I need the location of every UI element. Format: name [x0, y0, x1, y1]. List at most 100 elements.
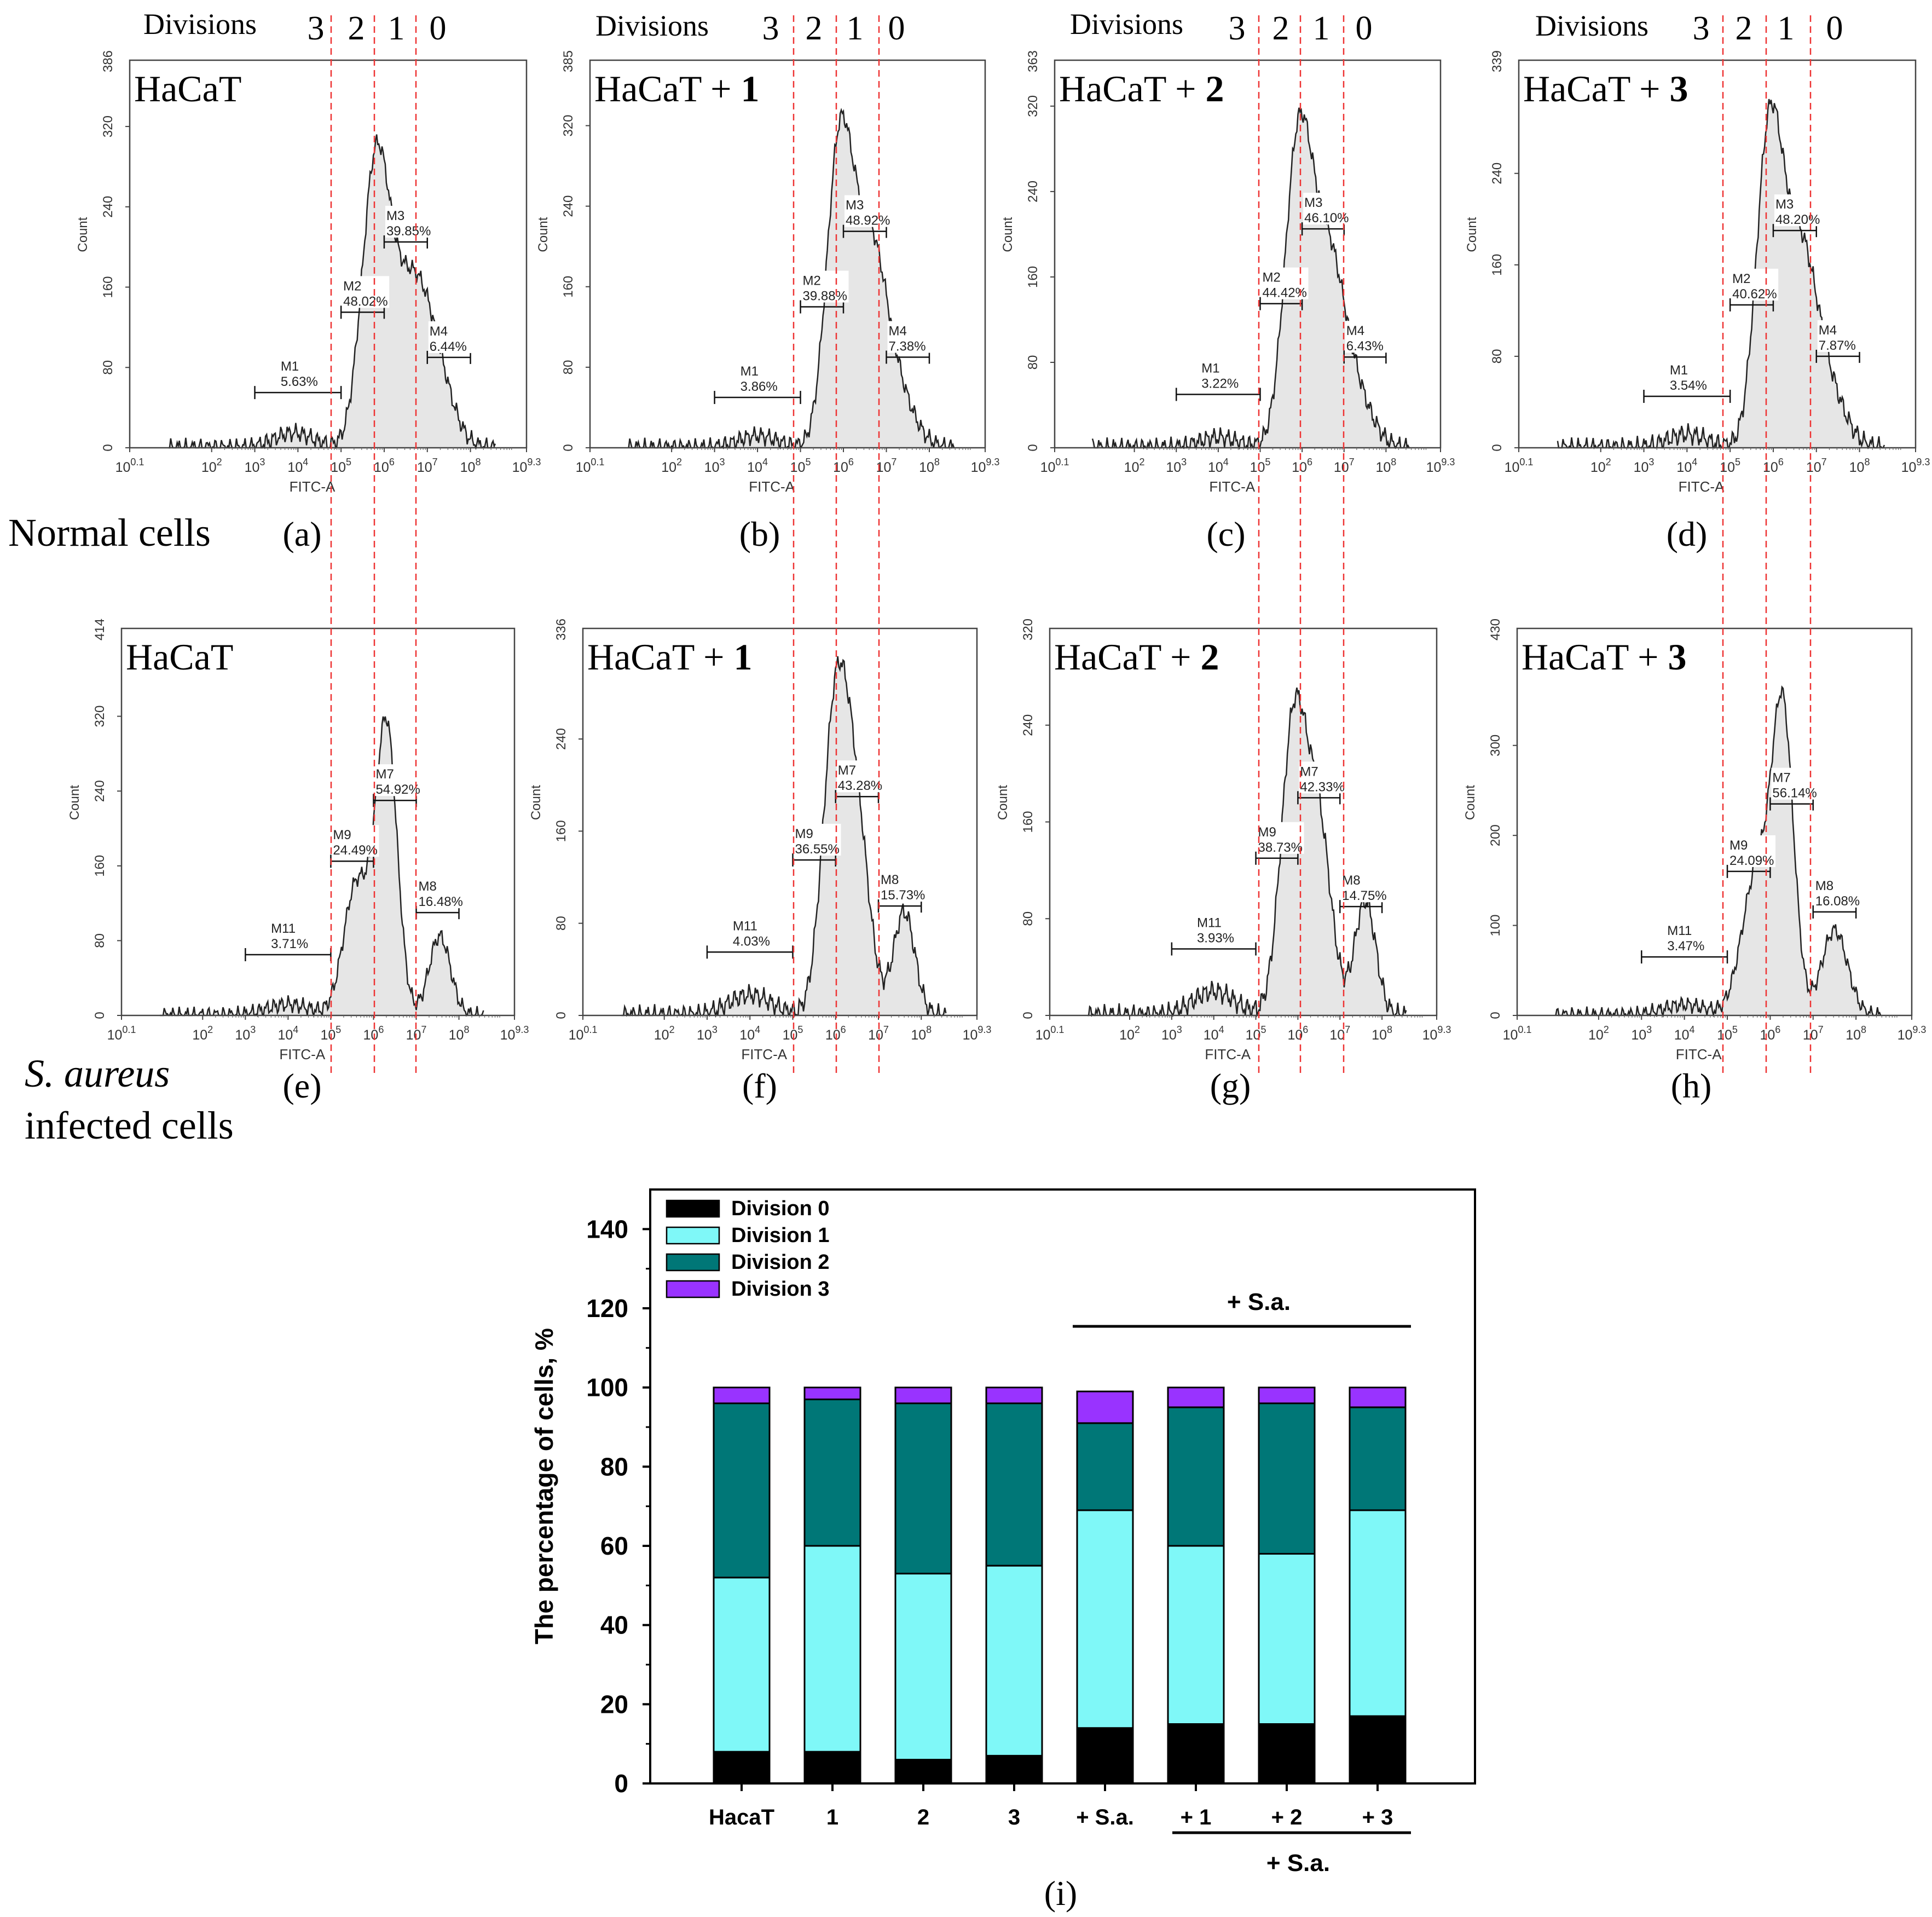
y-axis-label: Count: [996, 785, 1010, 820]
gate-label-bg: [1345, 321, 1392, 353]
x-tick-label: 104: [747, 457, 768, 475]
x-tick-label: 109.3: [500, 1024, 529, 1043]
gate-percent: 15.73%: [881, 888, 925, 903]
gate-name: M8: [1342, 873, 1360, 888]
gate-label-bg: [887, 321, 935, 353]
gate-name: M2: [1262, 270, 1280, 285]
x-tick-label: 100.1: [107, 1024, 136, 1043]
gate-name: M9: [333, 828, 351, 842]
x-tick-label: 103: [1161, 1024, 1182, 1043]
gate-label-bg: [1731, 268, 1779, 301]
gate-name: M4: [889, 324, 907, 338]
gate-label-bg: [1303, 193, 1351, 225]
x-tick-label: 108: [1849, 457, 1870, 475]
y-tick-label: 160: [92, 855, 107, 877]
y-tick-label: 160: [1026, 266, 1040, 288]
gate-percent: 39.85%: [386, 224, 431, 239]
x-tick-label: 100.1: [569, 1024, 598, 1043]
gate-percent: 7.38%: [889, 339, 926, 354]
bar-segment: [803, 1398, 861, 1547]
panel-label: (g): [1210, 1066, 1251, 1105]
legend-swatch: [666, 1253, 720, 1272]
gate-label-bg: [332, 825, 379, 857]
bar-segment: [713, 1387, 771, 1405]
x-tick-label: 105: [1250, 457, 1271, 475]
y-tick-label: 80: [92, 933, 107, 948]
legend: Division 0 Division 1 Division 2 Division 3: [666, 1197, 830, 1301]
y-axis-label: Count: [1000, 217, 1015, 252]
histogram-curve: [160, 716, 484, 1018]
y-max-label: 430: [1488, 619, 1503, 640]
x-axis-label: FITC-A: [1209, 478, 1255, 495]
y-max-label: 414: [92, 619, 107, 640]
gate-name: M2: [343, 279, 361, 293]
bar-segment: [985, 1402, 1043, 1567]
bar-segment: [985, 1754, 1043, 1785]
gate-percent: 3.22%: [1201, 376, 1239, 391]
y-tick-label: 240: [1490, 163, 1505, 184]
y-max-label: 339: [1490, 50, 1505, 72]
bar-segment: [1167, 1406, 1225, 1547]
x-tick-label: + 1: [1181, 1805, 1212, 1829]
gate-name: M2: [1732, 272, 1750, 286]
histogram-panel: HaCaT 414 0 80 160 240 320 Count 100.1 102 103 104 1…: [67, 619, 529, 1063]
gate-label-bg: [1299, 761, 1346, 794]
histogram-fill: [1557, 99, 1884, 448]
x-tick-label: 103: [697, 1024, 718, 1043]
y-tick-label: 140: [586, 1215, 628, 1243]
bar-segment: [1076, 1422, 1134, 1511]
division-number: 3: [308, 10, 325, 47]
legend-swatch: [666, 1199, 720, 1218]
division-number: 3: [1693, 10, 1710, 47]
division-number: 1: [847, 10, 864, 47]
x-tick-label: 102: [661, 457, 682, 475]
y-tick-label: 80: [600, 1452, 628, 1481]
x-tick-label: 102: [1124, 457, 1145, 475]
x-tick-label: 100.1: [1036, 1024, 1065, 1043]
y-tick-label: 320: [1026, 95, 1040, 117]
y-axis-label: Count: [1463, 785, 1478, 820]
y-max-label: 320: [1021, 619, 1036, 640]
bar-segment: [1349, 1387, 1407, 1408]
gate-percent: 7.87%: [1819, 338, 1856, 353]
histogram-panel: HaCaT + 3 339 0 80 160 240 Count 100.1 102 103 104…: [1465, 50, 1930, 495]
panel-title-compound: 1: [741, 68, 759, 109]
y-tick-label: 0: [554, 1012, 569, 1019]
legend-swatch: [666, 1280, 720, 1298]
gate-name: M9: [795, 827, 813, 841]
bar-segment: [1258, 1723, 1316, 1785]
bar-segment: [1258, 1402, 1316, 1555]
bar-segment: [1076, 1727, 1134, 1785]
gate-name: M1: [281, 359, 299, 374]
divisions-label: Divisions: [1070, 8, 1183, 41]
x-tick-label: 109.3: [1426, 457, 1455, 475]
divisions-label: Divisions: [143, 8, 257, 41]
gate-name: M3: [846, 198, 864, 213]
gate-label-bg: [880, 870, 927, 902]
x-tick-labels: HacaT 1 2 3 + S.a. + 1 + 2 + 3: [709, 1783, 1393, 1829]
gate-label-bg: [794, 823, 841, 856]
annotation-bottom: + S.a.: [1266, 1850, 1330, 1876]
y-tick-label: 240: [554, 728, 569, 750]
y-tick-label: 160: [554, 820, 569, 842]
panel-title-compound: 2: [1200, 636, 1219, 678]
bar-segment: [713, 1751, 771, 1785]
gate-percent: 40.62%: [1732, 287, 1777, 302]
gate-name: M1: [1201, 361, 1219, 376]
gate-label-bg: [1814, 875, 1861, 908]
x-tick-label: 102: [1588, 1024, 1609, 1043]
panel-label: (c): [1206, 515, 1245, 553]
x-tick-label: 103: [245, 457, 265, 475]
bar-segment: [1258, 1552, 1316, 1725]
x-tick-label: 106: [363, 1024, 384, 1043]
y-tick-label: 240: [92, 780, 107, 802]
histogram-panel: HaCaT + 2 320 0 80 160 240 Count 100.1 102 103 104…: [996, 619, 1451, 1063]
gate-label-bg: [801, 270, 849, 303]
x-tick-label: 106: [1292, 457, 1312, 475]
legend-label: Division 1: [731, 1224, 830, 1247]
x-tick-label: 107: [1334, 457, 1355, 475]
gate-name: M7: [1300, 764, 1318, 779]
bar-segment: [1167, 1387, 1225, 1408]
x-tick-label: 104: [1676, 457, 1697, 475]
y-axis-label: Count: [529, 785, 543, 820]
